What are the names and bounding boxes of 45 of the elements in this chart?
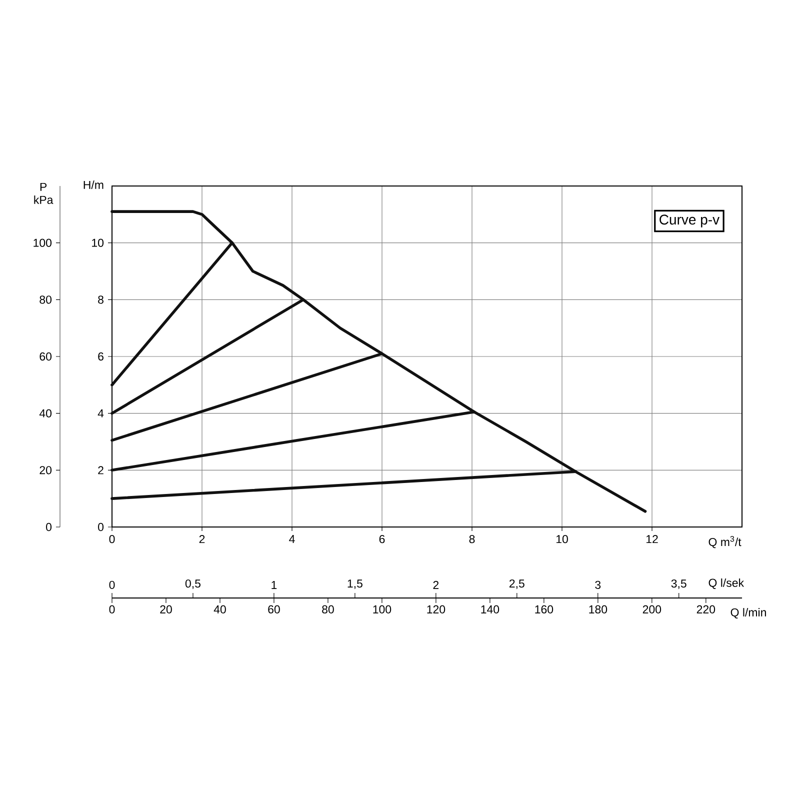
annotation: Curve p-v <box>660 214 720 228</box>
x-axis-title: Q m$^{3}$/t <box>708 536 742 548</box>
y-tick-label: 10 <box>92 238 104 247</box>
text: 120 <box>427 605 446 614</box>
text: 180 <box>589 605 608 614</box>
text: 0 <box>109 605 115 614</box>
y-tick-label: 0 <box>98 522 104 532</box>
text: 160 <box>535 605 554 614</box>
y-tick-label: 4 <box>98 409 104 418</box>
y2-tick-label: 40 <box>39 409 52 418</box>
y-tick-label: 2 <box>98 466 104 474</box>
text: 200 <box>642 605 662 614</box>
y2-tick-label: 100 <box>34 238 52 247</box>
x-tick-label: 2 <box>199 535 205 544</box>
x2-tick-label: 2,5 <box>509 579 524 589</box>
x2-tick-label: 0,5 <box>185 579 200 589</box>
x2-tick-label: 3,5 <box>671 579 686 589</box>
y-tick-label: 8 <box>98 296 104 304</box>
x-tick-label: 10 <box>556 535 568 544</box>
x2-tick-label: 1 <box>272 581 277 589</box>
text: 20 <box>160 605 172 614</box>
x-tick-label: 6 <box>379 535 385 544</box>
text: 60 <box>268 605 280 614</box>
text: Q l/min <box>730 608 766 619</box>
y-axis-title: H/m <box>84 180 104 189</box>
x-tick-label: 4 <box>289 535 295 543</box>
text: 80 <box>322 605 334 614</box>
y2-axis-title: P kPa <box>34 182 54 204</box>
y2-tick-label: 0 <box>46 522 52 532</box>
text: 220 <box>696 605 716 614</box>
x2-tick-label: 3 <box>595 580 601 589</box>
text: 40 <box>214 605 226 614</box>
x2-tick-label: 0 <box>109 580 115 589</box>
text: 140 <box>481 605 500 614</box>
y-tick-label: 6 <box>98 352 104 361</box>
x2-axis-title: Q l/sek <box>708 578 744 589</box>
x-tick-label: 0 <box>109 535 115 544</box>
x-tick-label: 8 <box>469 535 475 544</box>
text: 100 <box>373 605 392 614</box>
x2-tick-label: 2 <box>433 580 439 589</box>
x-tick-label: 12 <box>646 535 658 544</box>
y2-tick-label: 80 <box>40 296 52 304</box>
y2-tick-label: 20 <box>40 466 52 474</box>
x2-tick-label: 1,5 <box>348 580 362 589</box>
y2-tick-label: 60 <box>40 352 52 361</box>
